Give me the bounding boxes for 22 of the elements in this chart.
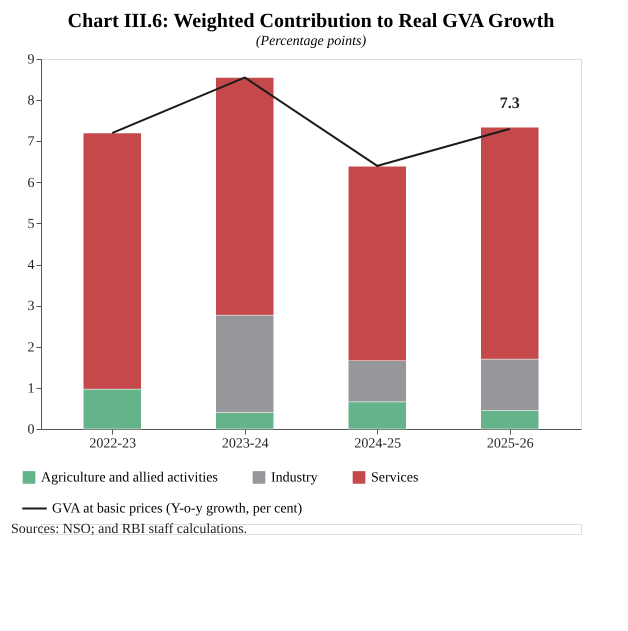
y-tick-label: 4: [28, 258, 34, 274]
chart-title: Chart III.6: Weighted Contribution to Real GVA Growth: [68, 10, 554, 32]
y-tick-label: 5: [28, 216, 34, 232]
x-tick-label: 2023-24: [222, 436, 269, 452]
x-tick-label: 2024-25: [354, 436, 402, 452]
legend-label: GVA at basic prices (Y-o-y growth, per cent): [52, 502, 302, 516]
data-label: 7.3: [500, 94, 520, 112]
y-tick-label: 6: [28, 176, 34, 191]
y-tick-label: 0: [28, 422, 34, 438]
legend-label: Industry: [271, 470, 318, 486]
y-tick-label: 2: [28, 340, 34, 356]
chart-subtitle: (Percentage points): [256, 34, 366, 49]
x-tick-label: 2025-26: [486, 436, 534, 452]
legend-label: Agriculture and allied activities: [41, 470, 218, 486]
y-tick-label: 3: [28, 299, 34, 314]
source-note: Sources: NSO; and RBI staff calculations.: [11, 522, 248, 537]
x-tick-label: 2022-23: [89, 436, 136, 452]
y-tick-label: 8: [28, 94, 34, 109]
y-tick-label: 1: [28, 381, 34, 396]
y-tick-label: 7: [28, 134, 34, 150]
y-tick-label: 9: [28, 52, 34, 68]
legend-label: Services: [371, 470, 418, 486]
